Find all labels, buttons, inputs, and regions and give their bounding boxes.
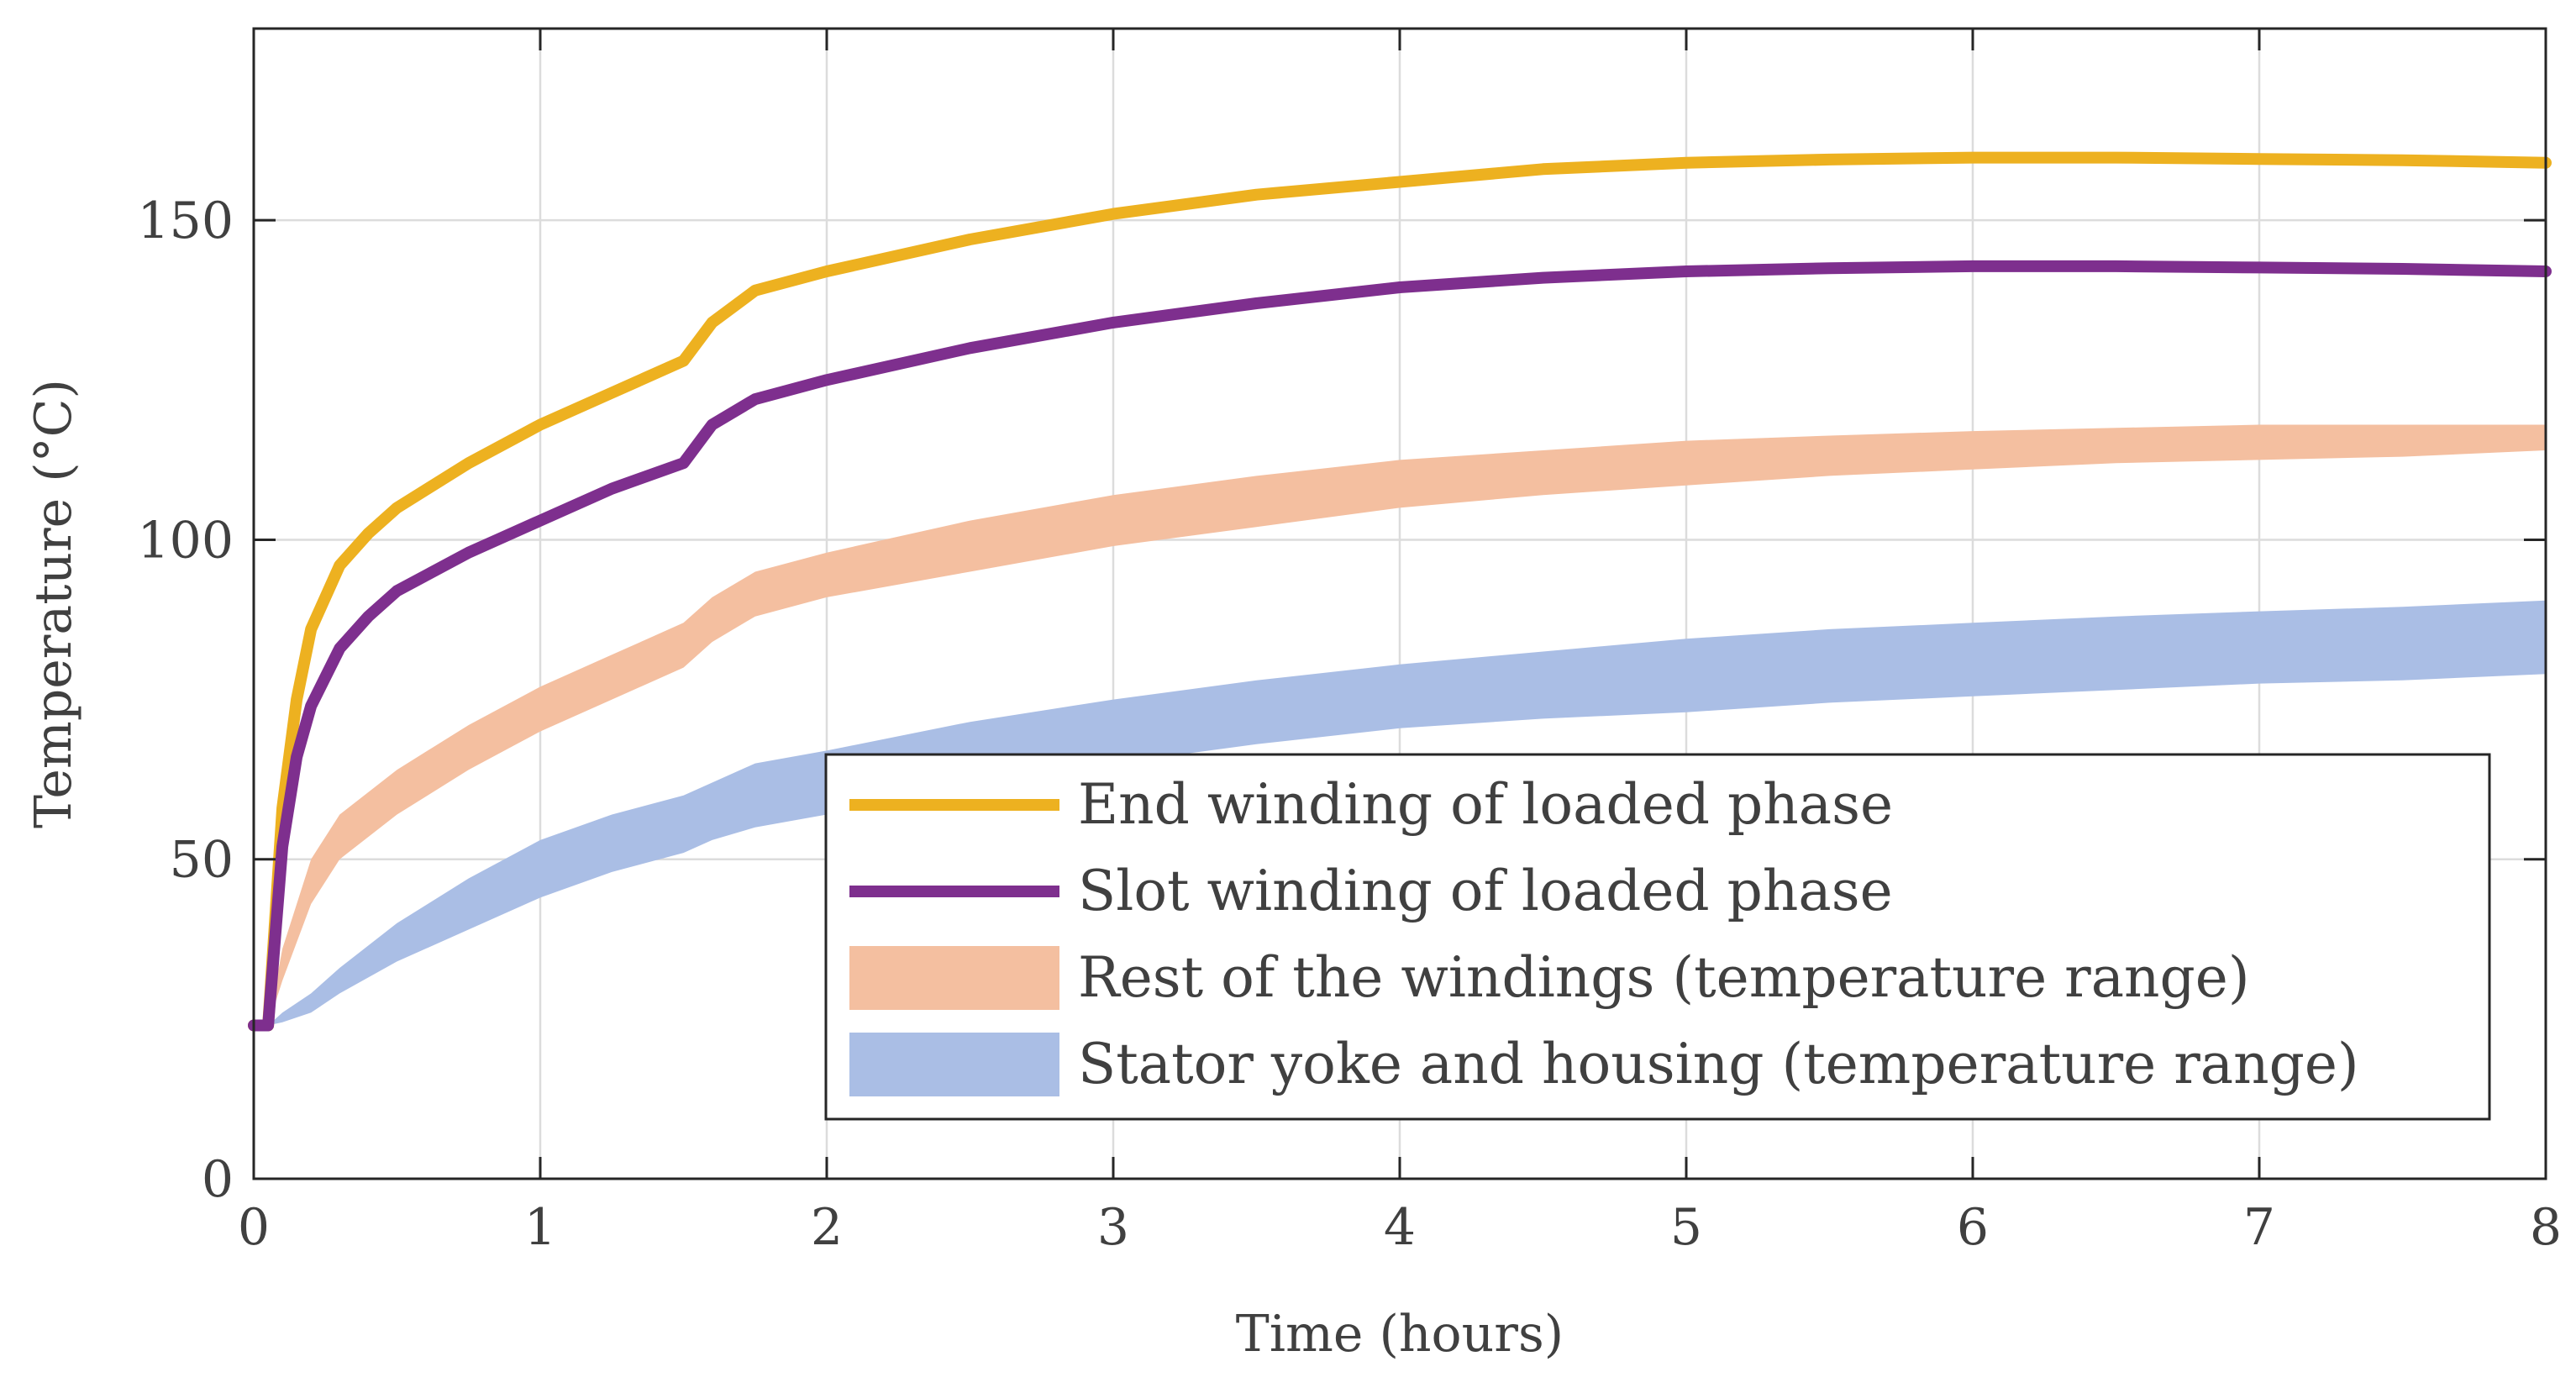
- legend: End winding of loaded phase Slot winding …: [824, 753, 2491, 1121]
- legend-label-rest-of-the-windings-temperature-range: Rest of the windings (temperature range): [1078, 945, 2250, 1010]
- x-tick-label-3: 3: [1097, 1198, 1129, 1257]
- x-tick-label-1: 1: [524, 1198, 556, 1257]
- x-tick-label-2: 2: [811, 1198, 843, 1257]
- x-tick-label-7: 7: [2243, 1198, 2275, 1257]
- legend-swatch-stator-yoke-and-housing-temperature-range: [849, 1033, 1059, 1096]
- tick-labels: 0 1 2 3 4 5 6 7 8 0 50 100 150: [137, 192, 2562, 1257]
- series-layer: [248, 151, 2552, 1032]
- x-tick-label-4: 4: [1384, 1198, 1416, 1257]
- y-tick-label-2: 100: [137, 511, 234, 570]
- x-tick-label-0: 0: [238, 1198, 270, 1257]
- x-tick-label-8: 8: [2530, 1198, 2562, 1257]
- legend-items: End winding of loaded phase Slot winding …: [849, 772, 2359, 1096]
- y-tick-label-3: 150: [137, 192, 234, 250]
- x-tick-label-6: 6: [1957, 1198, 1989, 1257]
- y-tick-label-0: 0: [202, 1150, 234, 1209]
- series-line-slot-winding-of-loaded-phase: [248, 260, 2552, 1032]
- legend-label-slot-winding-of-loaded-phase: Slot winding of loaded phase: [1078, 859, 1893, 923]
- series-band-stator-yoke-and-housing-temperature-range: [254, 600, 2546, 1026]
- tick-marks: [252, 29, 2547, 1180]
- x-axis-label: Time (hours): [1236, 1305, 1564, 1364]
- legend-label-end-winding-of-loaded-phase: End winding of loaded phase: [1078, 772, 1893, 837]
- y-tick-label-1: 50: [170, 831, 234, 890]
- series-line-end-winding-of-loaded-phase: [248, 151, 2552, 1032]
- series-band-rest-of-the-windings-temperature-range: [254, 424, 2546, 1026]
- legend-swatch-rest-of-the-windings-temperature-range: [849, 946, 1059, 1010]
- x-tick-label-5: 5: [1670, 1198, 1702, 1257]
- y-axis-label: Temperature (°C): [24, 379, 83, 828]
- legend-box: [824, 753, 2491, 1121]
- legend-label-stator-yoke-and-housing-temperature-range: Stator yoke and housing (temperature ran…: [1078, 1032, 2359, 1096]
